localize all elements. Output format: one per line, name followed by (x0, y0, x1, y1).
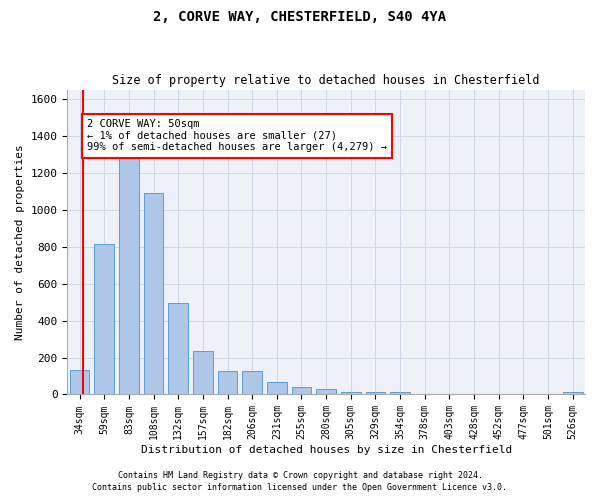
Bar (218, 372, 238, 394)
Bar (292, 387, 311, 394)
Bar (94, 244, 114, 394)
Bar (563, 392, 583, 394)
Text: 2 CORVE WAY: 50sqm
← 1% of detached houses are smaller (27)
99% of semi-detached: 2 CORVE WAY: 50sqm ← 1% of detached hous… (87, 119, 387, 152)
Bar (70, 370, 89, 394)
Text: 2, CORVE WAY, CHESTERFIELD, S40 4YA: 2, CORVE WAY, CHESTERFIELD, S40 4YA (154, 10, 446, 24)
X-axis label: Distribution of detached houses by size in Chesterfield: Distribution of detached houses by size … (140, 445, 512, 455)
Title: Size of property relative to detached houses in Chesterfield: Size of property relative to detached ho… (112, 74, 540, 87)
Text: Contains HM Land Registry data © Crown copyright and database right 2024.
Contai: Contains HM Land Registry data © Crown c… (92, 471, 508, 492)
Bar (341, 392, 361, 394)
Bar (365, 392, 385, 394)
Bar (390, 392, 410, 394)
Bar (119, 157, 139, 394)
Bar (316, 390, 336, 394)
Bar (267, 382, 287, 394)
Bar (242, 372, 262, 394)
Y-axis label: Number of detached properties: Number of detached properties (15, 144, 25, 340)
Bar (193, 351, 213, 395)
Bar (169, 303, 188, 394)
Bar (144, 193, 163, 394)
